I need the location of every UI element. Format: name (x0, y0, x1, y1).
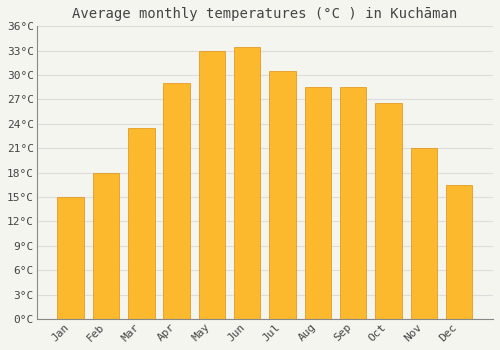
Bar (128, 128, 154, 319)
Bar (410, 148, 437, 319)
Bar (93, 173, 120, 319)
Bar (446, 185, 472, 319)
Bar (164, 83, 190, 319)
Bar (340, 87, 366, 319)
Bar (234, 47, 260, 319)
Bar (270, 71, 296, 319)
Bar (375, 104, 402, 319)
Bar (198, 51, 225, 319)
Bar (304, 87, 331, 319)
Bar (58, 197, 84, 319)
Title: Average monthly temperatures (°C ) in Kuchāman: Average monthly temperatures (°C ) in Ku… (72, 7, 458, 21)
